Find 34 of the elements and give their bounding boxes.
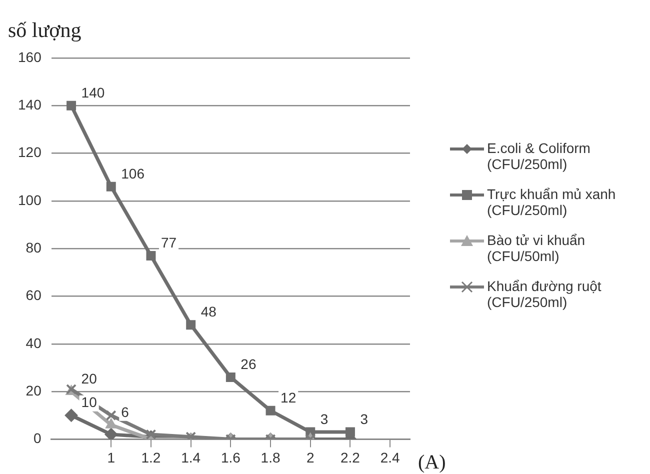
- legend-label: E.coli & Coliform (CFU/250ml): [487, 140, 592, 172]
- x-tick-label: 1.8: [260, 449, 280, 466]
- x-tick-label: 2.4: [380, 449, 400, 466]
- data-label: 48: [200, 304, 217, 320]
- data-label: 106: [121, 166, 145, 182]
- data-label: 3: [320, 410, 328, 427]
- x-tick-label: 1: [107, 449, 116, 466]
- y-tick-label: 40: [26, 334, 42, 351]
- y-tick-label: 60: [26, 287, 42, 304]
- x-tick-label: 1.4: [181, 449, 201, 466]
- x-tick-label: 1.6: [220, 449, 241, 466]
- x-tick-label: 1.2: [141, 449, 161, 466]
- y-tick-label: 100: [18, 192, 42, 208]
- data-label: 140: [81, 84, 105, 101]
- data-label: 3: [360, 410, 368, 427]
- data-label: 77: [160, 234, 177, 251]
- y-tick-label: 80: [26, 239, 42, 256]
- legend-label: Bào tử vi khuẩn (CFU/50ml): [487, 232, 586, 264]
- x-tick-label: 2: [306, 449, 314, 466]
- y-tick-label: 0: [34, 430, 42, 446]
- data-label: 10: [81, 394, 98, 410]
- data-label: 20: [81, 370, 98, 386]
- data-label: 6: [121, 404, 130, 420]
- data-label: 26: [240, 356, 256, 372]
- legend-label: Khuẩn đường ruột (CFU/250ml): [487, 278, 602, 310]
- y-tick-label: 140: [18, 96, 42, 113]
- x-tick-label: 2.2: [340, 449, 360, 466]
- y-tick-label: 160: [18, 48, 42, 65]
- y-tick-label: 120: [18, 144, 42, 160]
- y-tick-label: 20: [26, 382, 42, 398]
- y-axis-title: số lượng: [8, 18, 82, 43]
- data-label: 12: [280, 389, 296, 406]
- text: (A): [418, 451, 446, 474]
- legend-label: Trực khuẩn mủ xanh (CFU/250ml): [487, 186, 617, 218]
